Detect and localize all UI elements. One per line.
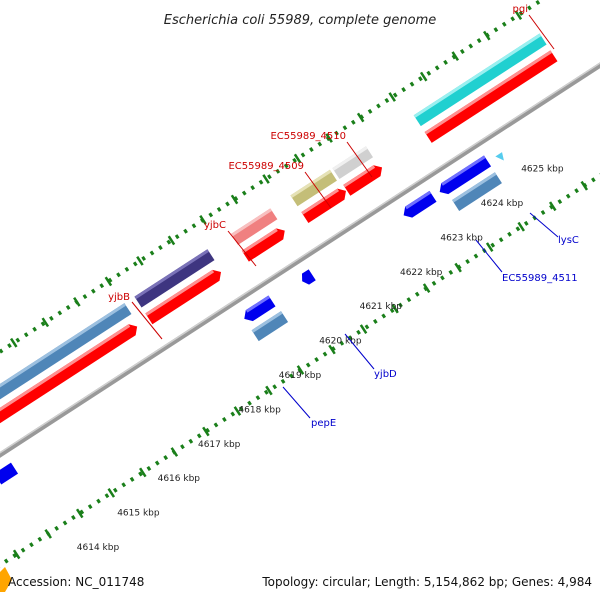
left-long-feature <box>0 303 138 479</box>
tick-mark <box>202 426 210 437</box>
tick-mark <box>167 235 176 246</box>
tick-mark <box>451 51 460 61</box>
inner-grid-ring <box>0 119 600 580</box>
label-yjbc-text: yjbC <box>204 220 226 231</box>
axis-tick-label: 4625 kbp <box>521 165 564 175</box>
label-yjbc: yjbC <box>204 220 257 267</box>
lysc-feature <box>439 152 504 211</box>
tick-mark <box>328 344 336 355</box>
tick-mark <box>12 549 21 560</box>
axis-tick-label: 4624 kbp <box>481 199 524 209</box>
topology-summary-text: Topology: circular; Length: 5,154,862 bp… <box>261 575 592 589</box>
tick-mark <box>483 30 491 41</box>
tick-mark <box>170 447 179 457</box>
tick-mark <box>136 256 144 266</box>
label-pepe: pepE <box>282 386 336 429</box>
label-pgi: pgi <box>513 4 555 50</box>
ec55989-4510-feature <box>332 146 383 196</box>
tick-mark <box>262 174 270 184</box>
label-pepe-text: pepE <box>311 418 336 429</box>
axis-tick-label: 4618 kbp <box>238 405 281 415</box>
axis-tick-label: 4622 kbp <box>400 268 443 278</box>
tick-mark <box>104 276 113 287</box>
label-ec55989-4510-text: EC55989_4510 <box>270 131 346 142</box>
tick-mark <box>580 180 589 191</box>
axis-tick-label: 4617 kbp <box>198 440 241 450</box>
label-ec55989-4509-text: EC55989_4509 <box>228 161 304 172</box>
tick-mark <box>419 71 428 82</box>
forward-strand-features <box>0 33 558 479</box>
label-ec55989-4511: EC55989_4511 <box>475 239 578 284</box>
tick-mark <box>391 303 399 314</box>
label-ec55989-4509: EC55989_4509 <box>228 161 332 209</box>
gene-labels: pgi EC55989_4510 EC55989_4509 yjbC yjbB … <box>108 4 579 429</box>
label-yjbd: yjbD <box>344 333 397 380</box>
map-track-area <box>0 0 600 580</box>
label-ec55989-4511-text: EC55989_4511 <box>502 273 578 284</box>
tick-mark <box>199 215 207 225</box>
pgi-cds <box>424 50 558 143</box>
tick-mark <box>293 153 302 164</box>
left-edge-reverse-feature <box>0 462 19 485</box>
axis-tick-label: 4615 kbp <box>117 509 160 519</box>
label-lysc: lysC <box>529 212 579 246</box>
tick-mark <box>296 365 305 375</box>
yjbc-feature <box>230 208 285 262</box>
tick-mark <box>356 112 365 123</box>
axis-tick-label: 4621 kbp <box>360 302 403 312</box>
ec55989-4511-feature <box>403 190 437 218</box>
label-lysc-text: lysC <box>558 235 579 246</box>
tick-mark <box>422 283 431 294</box>
genome-backbone <box>0 41 600 503</box>
tick-mark <box>73 296 81 307</box>
label-yjbb-text: yjbB <box>108 292 130 303</box>
axis-tick-labels: 4614 kbp 4615 kbp 4616 kbp 4617 kbp 4618 kbp… <box>77 165 564 553</box>
tick-mark <box>454 262 462 273</box>
tick-mark <box>230 194 239 205</box>
axis-tick-label: 4620 kbp <box>319 337 362 347</box>
tick-mark <box>107 488 116 498</box>
map-title: Escherichia coli 55989, complete genome <box>164 13 436 28</box>
pgi-feature <box>413 33 547 127</box>
axis-tick-label: 4623 kbp <box>440 233 483 243</box>
tick-mark <box>359 324 368 334</box>
outer-grid-ring <box>0 0 588 430</box>
accession-text: Accession: NC_011748 <box>8 575 144 589</box>
ec55989-4509-feature <box>290 169 346 223</box>
pepe-feature <box>244 295 289 342</box>
label-yjbd-text: yjbD <box>374 369 397 380</box>
tick-mark <box>41 317 50 328</box>
tick-mark <box>265 385 273 396</box>
inner-tick-marks <box>12 180 589 560</box>
tick-mark <box>325 133 333 143</box>
axis-tick-label: 4616 kbp <box>158 474 201 484</box>
tick-mark <box>139 467 147 478</box>
axis-tick-label: 4619 kbp <box>279 371 322 381</box>
tick-mark <box>514 10 523 21</box>
outer-tick-marks <box>10 10 523 348</box>
tick-mark <box>10 337 18 348</box>
tick-mark <box>44 528 52 539</box>
orange-feature <box>0 567 12 592</box>
yjbb-feature <box>134 249 222 325</box>
axis-tick-label: 4614 kbp <box>77 543 120 553</box>
reverse-strand-features <box>0 152 504 485</box>
tick-mark <box>517 221 525 232</box>
label-ec55989-4510: EC55989_4510 <box>270 131 373 178</box>
label-pgi-text: pgi <box>513 4 528 15</box>
tick-mark <box>233 406 242 416</box>
label-yjbb: yjbB <box>108 292 163 340</box>
tick-mark <box>75 508 84 519</box>
tick-mark <box>548 201 557 212</box>
tick-mark <box>485 242 494 253</box>
yjbd-feature <box>301 269 316 285</box>
tick-mark <box>388 92 396 102</box>
